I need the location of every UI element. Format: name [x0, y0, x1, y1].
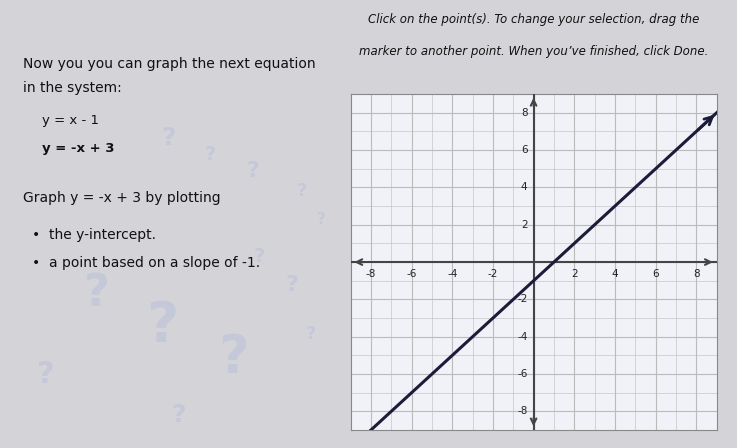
Text: ?: ?	[296, 182, 307, 200]
Text: ?: ?	[171, 403, 186, 427]
Text: -6: -6	[517, 369, 528, 379]
Text: Graph y = -x + 3 by plotting: Graph y = -x + 3 by plotting	[23, 191, 220, 205]
Text: ?: ?	[246, 161, 259, 181]
Text: -4: -4	[517, 332, 528, 342]
Text: in the system:: in the system:	[23, 81, 122, 95]
Text: Now you you can graph the next equation: Now you you can graph the next equation	[23, 56, 315, 71]
Text: 2: 2	[571, 269, 578, 279]
Text: 8: 8	[521, 108, 528, 118]
Text: -4: -4	[447, 269, 458, 279]
Text: ?: ?	[317, 212, 326, 227]
Text: 4: 4	[521, 182, 528, 192]
Text: 6: 6	[652, 269, 659, 279]
Text: -8: -8	[366, 269, 376, 279]
Text: •  a point based on a slope of -1.: • a point based on a slope of -1.	[32, 256, 261, 271]
Text: ?: ?	[146, 299, 178, 353]
Text: ?: ?	[254, 247, 265, 266]
Text: ?: ?	[285, 275, 298, 295]
Text: y = x - 1: y = x - 1	[42, 114, 99, 127]
Text: ?: ?	[218, 332, 248, 384]
Text: marker to another point. When you’ve finished, click Done.: marker to another point. When you’ve fin…	[359, 45, 708, 58]
Text: -8: -8	[517, 406, 528, 416]
Text: -6: -6	[406, 269, 416, 279]
Text: ?: ?	[306, 325, 316, 343]
Text: Click on the point(s). To change your selection, drag the: Click on the point(s). To change your se…	[368, 13, 699, 26]
Text: 4: 4	[612, 269, 618, 279]
Text: ?: ?	[84, 271, 111, 314]
Text: ?: ?	[37, 360, 55, 389]
Text: •  the y-intercept.: • the y-intercept.	[32, 228, 156, 242]
Text: -2: -2	[517, 294, 528, 304]
Text: -2: -2	[488, 269, 498, 279]
Text: y = -x + 3: y = -x + 3	[42, 142, 115, 155]
Text: ?: ?	[161, 126, 176, 150]
Text: ?: ?	[205, 145, 217, 164]
Text: 2: 2	[521, 220, 528, 230]
Text: 8: 8	[693, 269, 699, 279]
Text: 6: 6	[521, 145, 528, 155]
